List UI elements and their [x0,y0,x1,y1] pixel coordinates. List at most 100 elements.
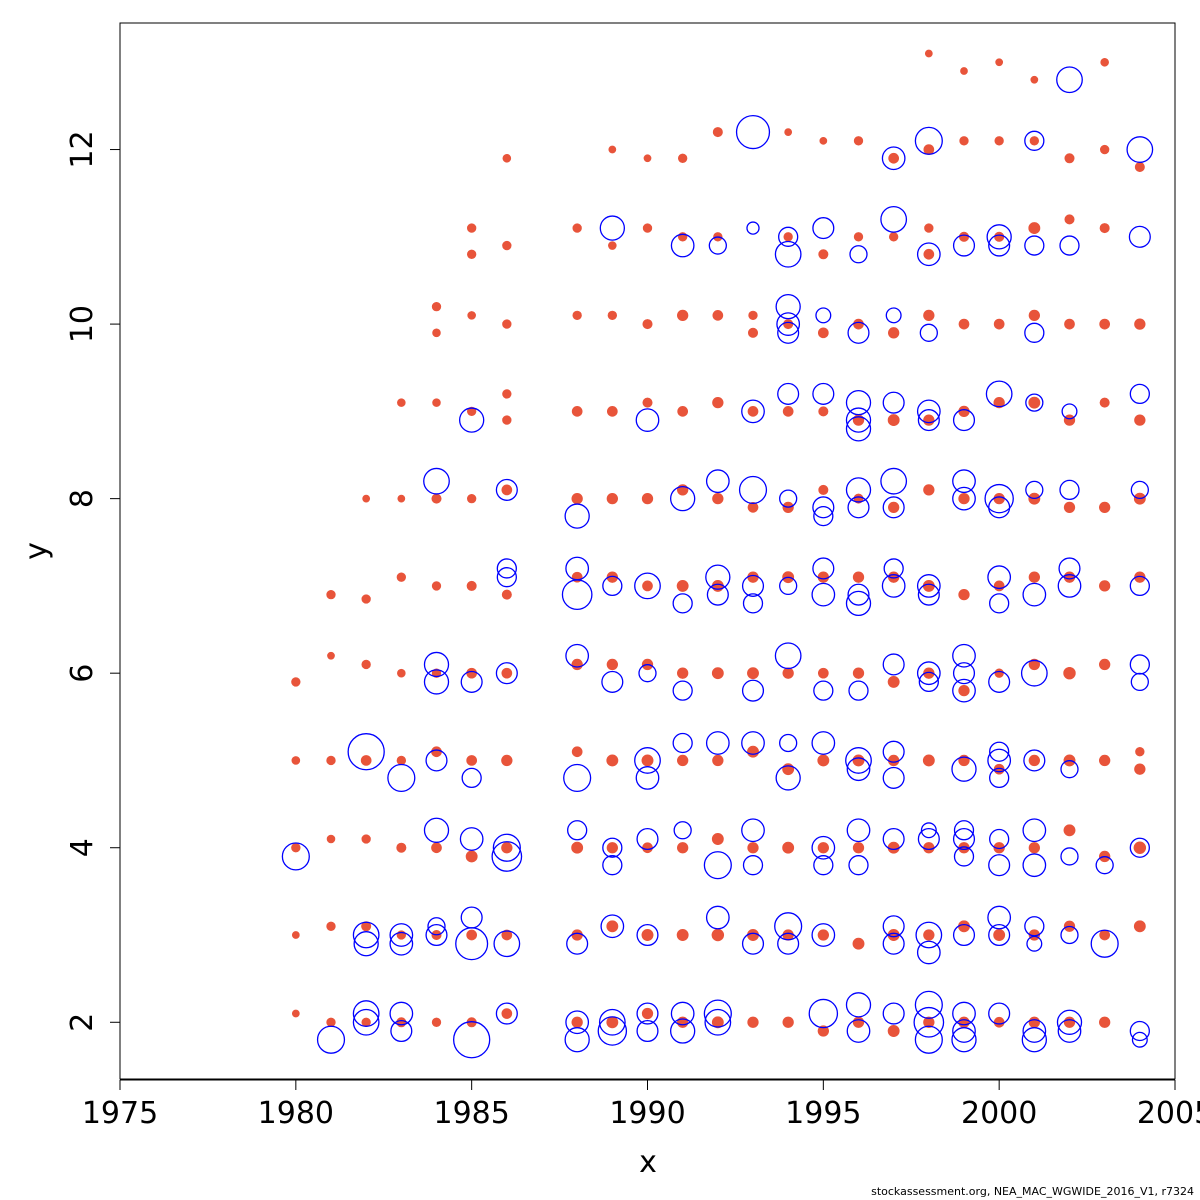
bubble-positive [711,833,724,845]
bubble-positive [1029,136,1040,146]
bubble-negative [705,469,730,494]
bubble-negative [812,496,835,519]
bubble-negative [561,579,593,611]
bubble-positive [887,1025,900,1037]
bubble-negative [565,643,590,668]
bubble-positive [1099,501,1111,514]
bubble-negative [634,747,661,774]
bubble-positive [888,327,900,339]
bubble-negative [811,582,836,607]
bubble-negative [845,590,872,617]
bubble-positive [747,667,759,680]
bubble-positive [1028,658,1040,671]
bubble-negative [491,841,523,872]
bubble-negative [919,323,938,342]
bubble-positive [466,493,477,504]
bubble-negative [423,651,450,678]
bubble-negative [564,1027,590,1053]
bubble-positive [1134,763,1146,775]
bubble-negative [916,242,941,267]
bubble-negative [952,1001,976,1026]
bubble-negative [985,380,1013,408]
bubble-negative [989,767,1010,789]
bubble-positive [466,580,477,591]
bubble-negative [634,572,661,600]
bubble-negative [741,399,765,424]
bubble-negative [813,505,834,527]
bubble-negative [847,321,870,344]
bubble-positive [852,937,865,950]
bubble-negative [845,389,872,416]
bubble-positive [1099,223,1110,234]
bubble-positive [711,667,724,680]
bubble-negative [779,489,798,508]
bubble-negative [916,661,941,686]
bubble-negative [742,593,764,614]
bubble-positive [817,667,829,679]
bubble-negative [496,558,517,579]
bubble-positive [747,745,759,758]
bubble-positive [1100,57,1109,67]
bubble-positive [923,144,935,155]
bubble-negative [1022,818,1047,843]
bubble-negative [774,240,802,268]
bubble-negative [1056,1009,1083,1035]
bubble-negative [495,478,518,501]
bubble-positive [361,834,371,844]
bubble-negative [952,1019,976,1043]
bubble-negative [425,749,448,772]
bubble-positive [993,580,1005,592]
bubble-positive [747,929,759,941]
bubble-negative [988,1002,1011,1025]
bubble-negative [423,467,450,495]
bubble-negative [672,732,693,754]
bubble-negative [705,905,730,930]
bubble-positive [326,755,336,766]
bubble-positive [993,929,1006,941]
bubble-positive [501,589,512,600]
bubble-negative [673,821,692,840]
footer-credit: stockassessment.org, NEA_MAC_WGWIDE_2016… [871,1185,1194,1198]
bubble-positive [1099,580,1111,592]
bubble-negative [777,321,800,344]
bubble-negative [1057,1019,1082,1043]
bubble-positive [502,319,512,329]
bubble-negative [989,593,1010,614]
bubble-positive [327,651,335,660]
bubble-positive [1133,920,1146,933]
bubble-negative [777,932,800,955]
bubble-positive [1099,1016,1111,1028]
bubble-positive [431,581,442,591]
bubble-negative [846,1019,871,1043]
bubble-positive [887,841,900,854]
bubble-positive [606,842,618,854]
bubble-negative [316,1025,346,1054]
bubble-negative [1025,480,1044,500]
bubble-positive [465,850,478,863]
bubble-positive [326,921,336,931]
bubble-negative [496,567,517,588]
bubble-positive [994,136,1004,146]
bubble-positive [923,309,935,322]
bubble-negative [493,930,521,958]
bubble-negative [387,763,416,792]
bubble-positive [923,484,935,496]
bubble-positive [924,223,934,233]
bubble-positive [606,492,618,505]
bubble-positive [852,842,865,854]
bubble-positive [818,249,829,260]
bubble-negative [495,662,518,685]
bubble-positive [606,920,619,933]
bubble-negative [1024,235,1045,256]
bubble-negative [812,557,835,580]
bubble-positive [1028,571,1040,583]
bubble-negative [597,1016,628,1046]
bubble-negative [883,558,904,579]
bubble-negative [1129,654,1150,675]
bubble-positive [1099,929,1111,941]
bubble-negative [778,226,799,247]
bubble-positive [466,667,478,679]
bubble-positive [501,842,513,854]
bubble-positive [853,136,864,146]
